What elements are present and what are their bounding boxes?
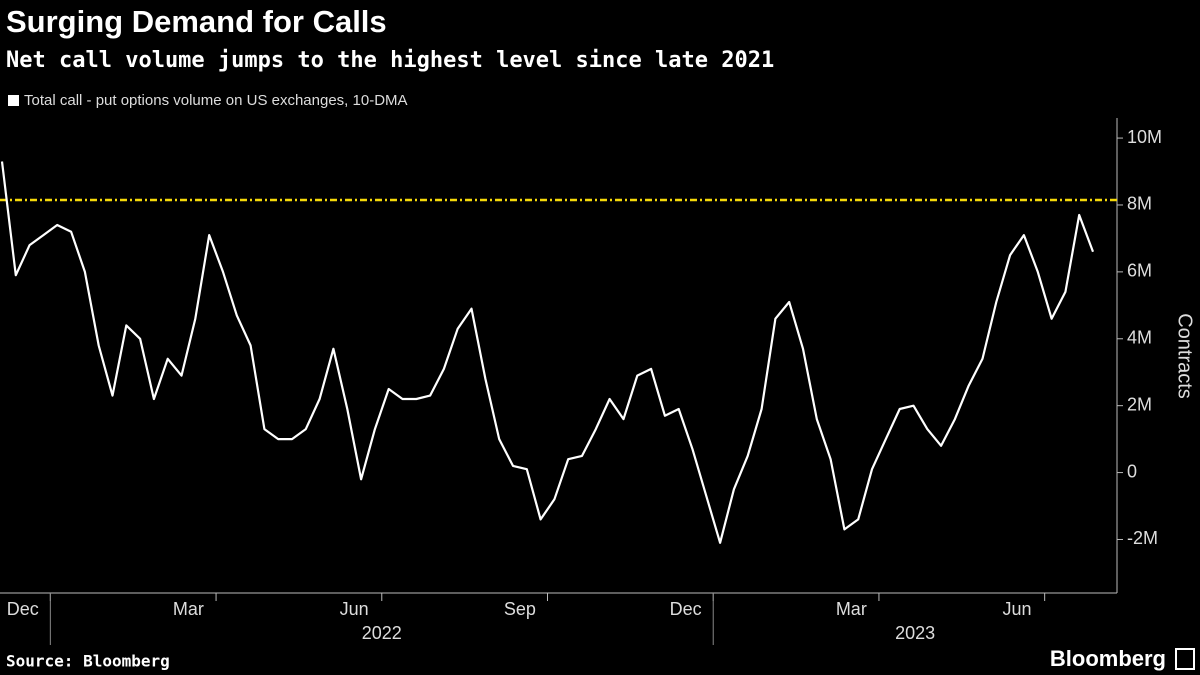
x-tick-label: Mar bbox=[173, 599, 204, 619]
y-axis-title: Contracts bbox=[1174, 313, 1196, 399]
y-tick-label: 0 bbox=[1127, 461, 1137, 481]
chart-title: Surging Demand for Calls bbox=[6, 4, 387, 39]
y-tick-label: 8M bbox=[1127, 194, 1152, 214]
year-label: 2022 bbox=[362, 623, 402, 643]
chart-subtitle: Net call volume jumps to the highest lev… bbox=[6, 48, 774, 73]
x-tick-label: Jun bbox=[340, 599, 369, 619]
x-tick-label: Sep bbox=[504, 599, 536, 619]
x-tick-label: Mar bbox=[836, 599, 867, 619]
legend-swatch bbox=[8, 95, 19, 106]
source: Source: Bloomberg bbox=[6, 652, 170, 671]
brand: Bloomberg bbox=[1050, 646, 1166, 671]
x-tick-label: Jun bbox=[1003, 599, 1032, 619]
y-tick-label: 6M bbox=[1127, 261, 1152, 281]
y-tick-label: 2M bbox=[1127, 394, 1152, 414]
legend-label: Total call - put options volume on US ex… bbox=[24, 92, 408, 109]
year-label: 2023 bbox=[895, 623, 935, 643]
y-tick-label: 4M bbox=[1127, 328, 1152, 348]
series-line bbox=[0, 161, 1095, 544]
y-tick-label: -2M bbox=[1127, 528, 1158, 548]
brand-icon bbox=[1175, 648, 1195, 670]
y-tick-label: 10M bbox=[1127, 127, 1162, 147]
x-tick-label: Dec bbox=[7, 599, 39, 619]
x-tick-label: Dec bbox=[670, 599, 702, 619]
